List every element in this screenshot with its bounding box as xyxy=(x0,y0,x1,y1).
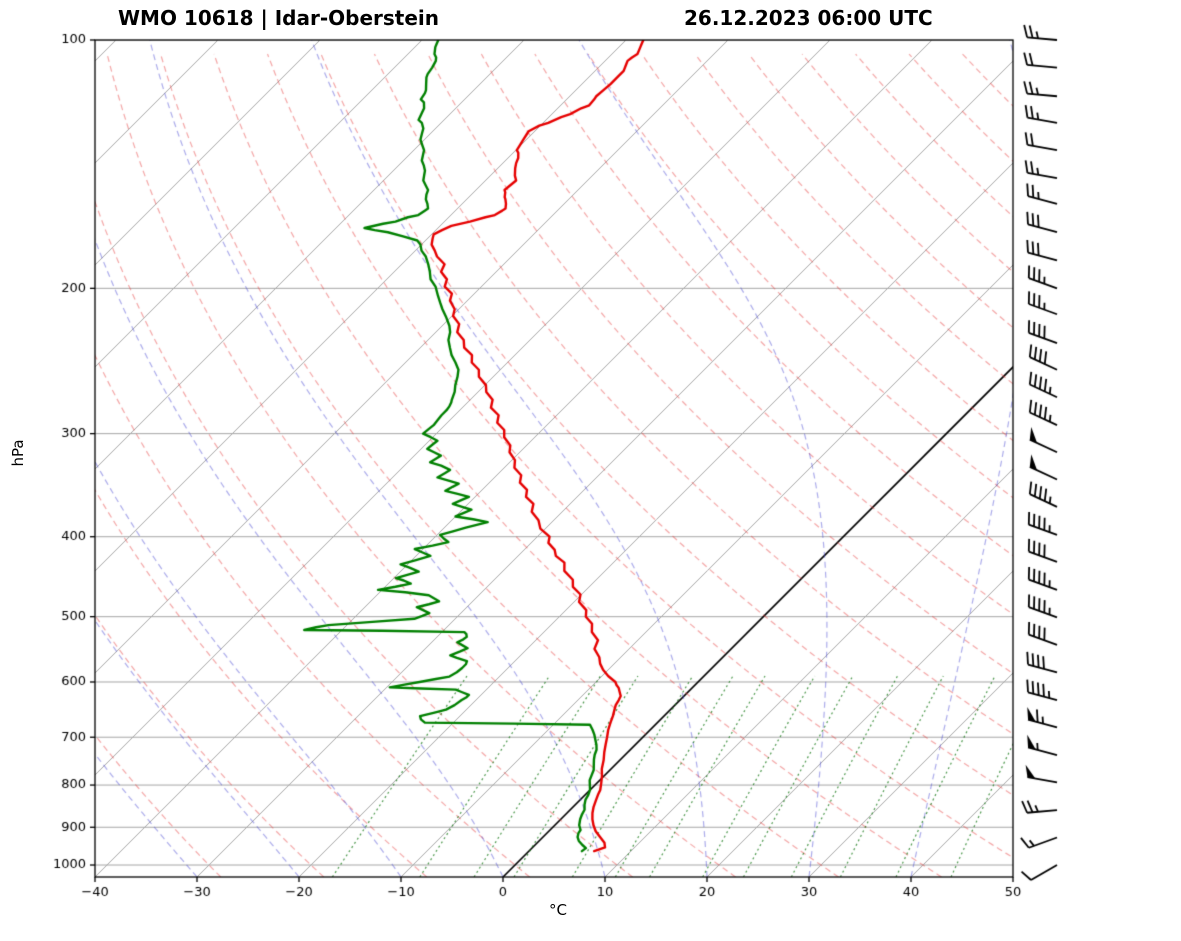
datetime-title: 26.12.2023 06:00 UTC xyxy=(684,6,933,30)
station-title: WMO 10618 | Idar-Oberstein xyxy=(118,6,440,30)
y-axis-label: hPa xyxy=(9,439,27,467)
x-axis-label: °C xyxy=(549,901,567,919)
